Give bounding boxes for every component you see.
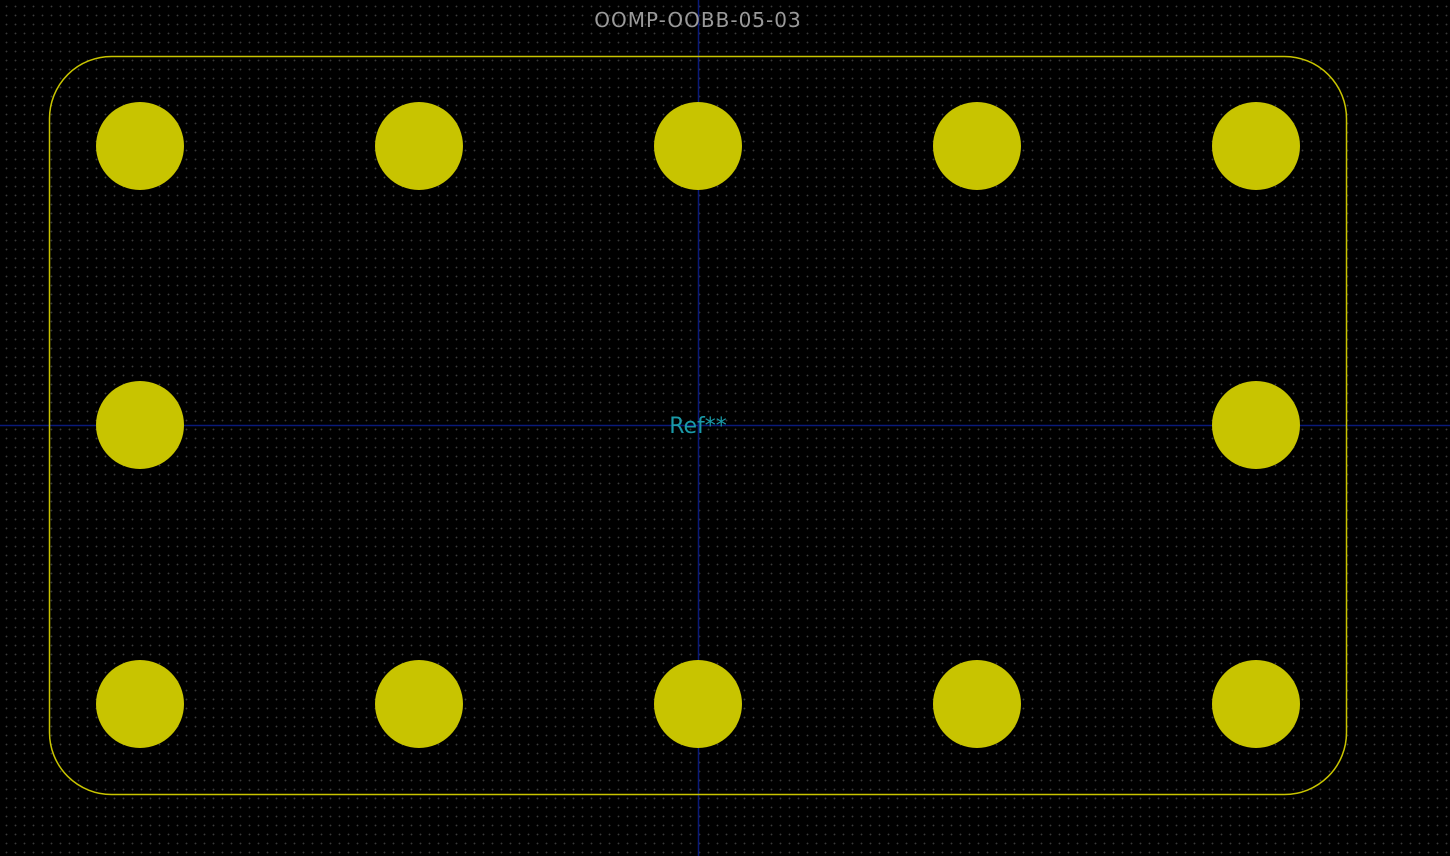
pad-bottom-5[interactable] [1212,660,1300,748]
footprint-value-text[interactable]: OOMP-OOBB-05-03 [594,8,801,32]
footprint-reference-text[interactable]: Ref** [669,414,727,439]
pad-middle-1[interactable] [96,381,184,469]
pad-top-5[interactable] [1212,102,1300,190]
pad-top-2[interactable] [375,102,463,190]
pad-bottom-3[interactable] [654,660,742,748]
pad-bottom-2[interactable] [375,660,463,748]
pads-group [96,102,1300,748]
pad-bottom-1[interactable] [96,660,184,748]
board-outline [48,55,1348,796]
pad-top-4[interactable] [933,102,1021,190]
pad-bottom-4[interactable] [933,660,1021,748]
pad-top-1[interactable] [96,102,184,190]
pad-top-3[interactable] [654,102,742,190]
pad-middle-5[interactable] [1212,381,1300,469]
